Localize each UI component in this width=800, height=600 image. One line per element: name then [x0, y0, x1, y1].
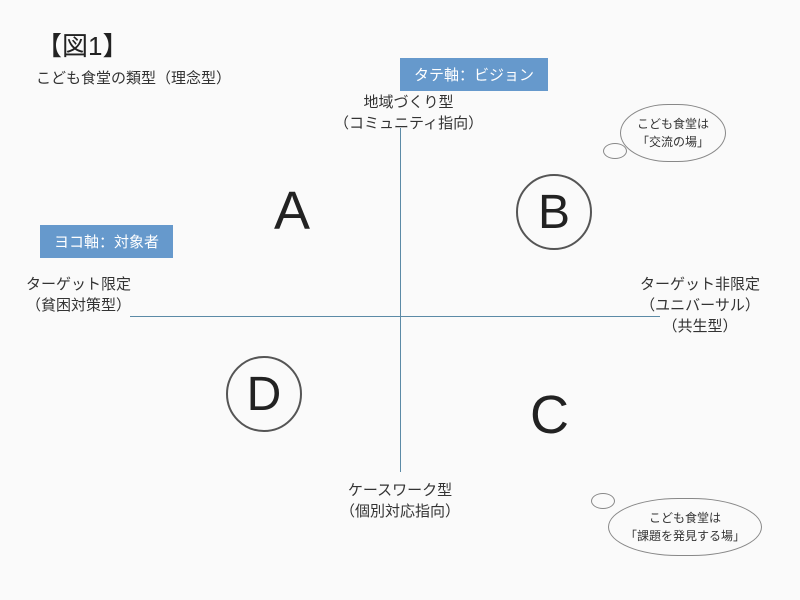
figure-subtitle: こども食堂の類型（理念型）	[36, 67, 231, 88]
quadrant-c: C	[530, 384, 569, 446]
horizontal-axis-line	[130, 316, 660, 317]
horizontal-axis-badge: ヨコ軸：対象者	[40, 225, 173, 258]
axis-label-left: ターゲット限定 （貧困対策型）	[26, 274, 131, 316]
vertical-axis-line	[400, 128, 401, 472]
axis-label-right: ターゲット非限定 （ユニバーサル） （共生型）	[640, 274, 760, 337]
quadrant-d: D	[226, 356, 302, 432]
axis-label-bottom: ケースワーク型 （個別対応指向）	[340, 480, 460, 522]
figure-number: 【図1】	[36, 26, 231, 63]
callout-bottom: こども食堂は 「課題を発見する場」	[608, 498, 762, 556]
horizontal-axis-badge-text: ヨコ軸：対象者	[54, 234, 159, 251]
callout-top: こども食堂は 「交流の場」	[620, 104, 726, 162]
title-block: 【図1】 こども食堂の類型（理念型）	[36, 26, 231, 88]
vertical-axis-badge-text: タテ軸：ビジョン	[414, 67, 534, 84]
axis-label-top: 地域づくり型 （コミュニティ指向）	[334, 92, 483, 134]
vertical-axis-badge: タテ軸：ビジョン	[400, 58, 548, 91]
quadrant-b: B	[516, 174, 592, 250]
quadrant-a: A	[274, 180, 310, 242]
